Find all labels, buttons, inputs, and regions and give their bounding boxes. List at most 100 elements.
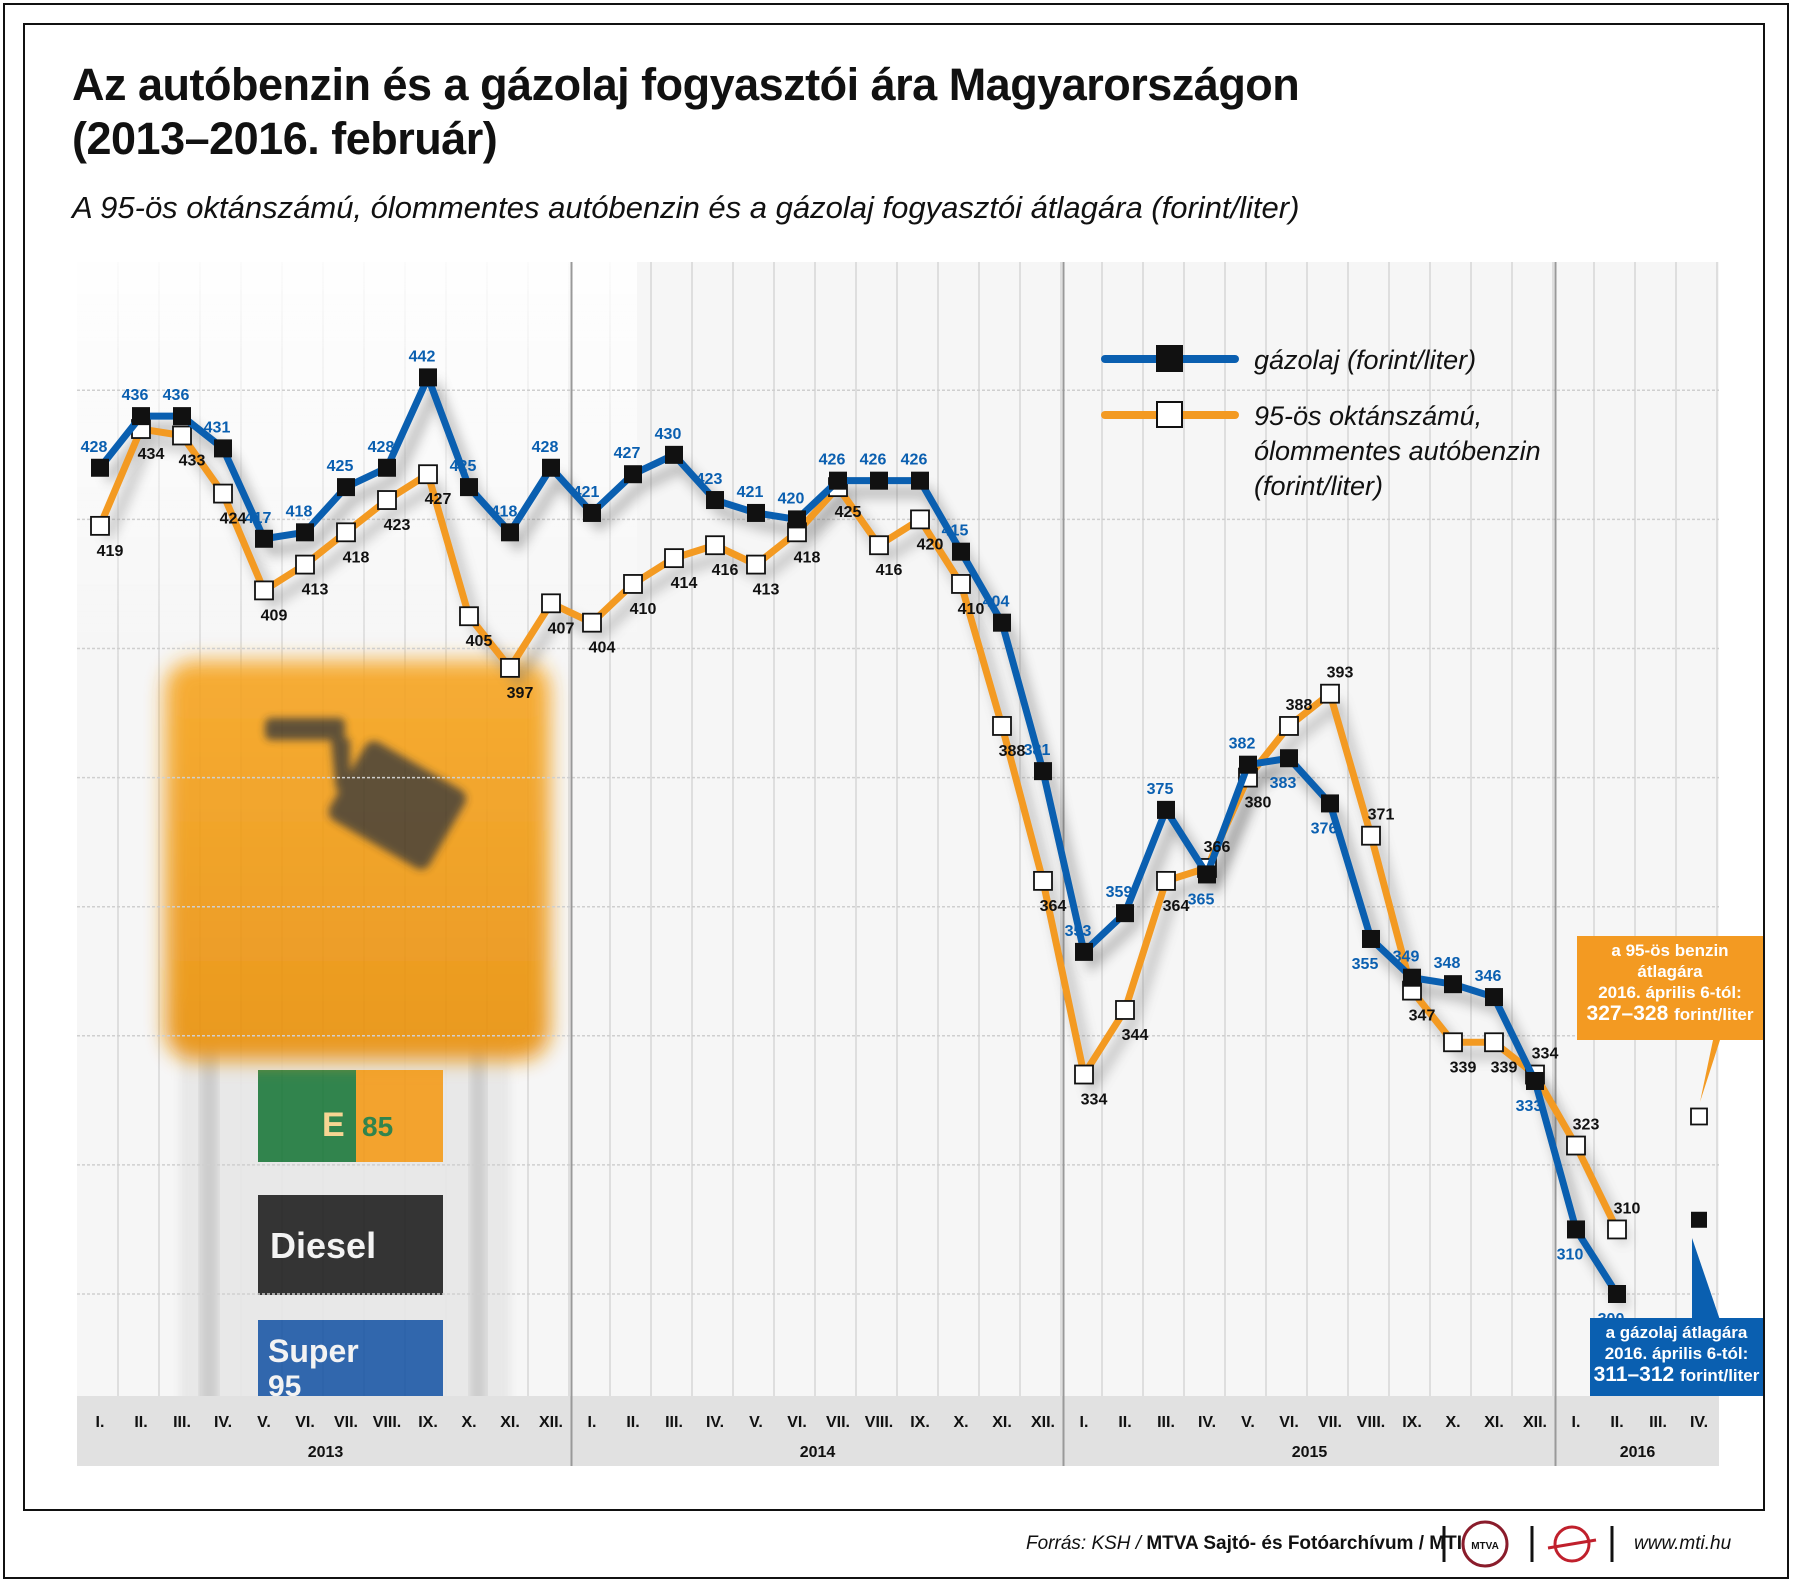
diesel-callout-line-2: 2016. április 6-tól:: [1604, 1344, 1749, 1363]
diesel-data-label: 426: [860, 452, 887, 469]
outer-frame: [3, 3, 1789, 1579]
title-line-1: Az autóbenzin és a gázolaj fogyasztói ár…: [72, 59, 1300, 110]
diesel-data-label: 404: [983, 594, 1010, 611]
petrol-data-label: 414: [671, 575, 698, 592]
petrol-data-label: 393: [1327, 665, 1354, 682]
diesel-point: [214, 439, 232, 458]
month-tick-label: III.: [173, 1414, 191, 1431]
petrol-data-label: 334: [1532, 1046, 1559, 1063]
diesel-data-label: 383: [1270, 775, 1297, 792]
petrol-data-label: 433: [179, 452, 206, 469]
diesel-data-label: 375: [1147, 781, 1174, 798]
petrol-point: [1279, 716, 1299, 736]
year-tick-label: 2015: [1292, 1444, 1328, 1461]
petrol-data-label: 427: [425, 491, 452, 508]
month-tick-label: VII.: [1318, 1414, 1342, 1431]
diesel-point: [1198, 865, 1216, 884]
diesel-data-label: 426: [819, 452, 846, 469]
diesel-point: [1362, 929, 1380, 948]
diesel-data-label: 359: [1106, 884, 1133, 901]
month-tick-label: IX.: [418, 1414, 438, 1431]
month-tick-label: IX.: [1402, 1414, 1422, 1431]
diesel-point: [952, 542, 970, 561]
diesel-data-label: 418: [286, 503, 313, 520]
petrol-callout-value: 327–328: [1586, 1002, 1669, 1025]
diesel-data-label: 436: [122, 387, 149, 404]
year-tick-label: 2013: [308, 1444, 344, 1461]
year-tick-label: 2016: [1620, 1444, 1656, 1461]
petrol-data-label: 424: [220, 511, 247, 528]
month-tick-label: VI.: [295, 1414, 315, 1431]
petrol-data-label: 310: [1614, 1200, 1641, 1217]
month-tick-label: II.: [134, 1414, 147, 1431]
diesel-point: [255, 529, 273, 548]
petrol-data-label: 410: [630, 601, 657, 618]
diesel-data-label: 423: [696, 471, 723, 488]
month-tick-label: V.: [749, 1414, 763, 1431]
legend-petrol-label-3: (forint/liter): [1254, 471, 1383, 501]
petrol-data-label: 388: [999, 743, 1026, 760]
month-tick-label: II.: [1610, 1414, 1623, 1431]
month-tick-label: IX.: [910, 1414, 930, 1431]
diesel-point: [1567, 1220, 1585, 1239]
footer-logos: MTVA: [1442, 1520, 1614, 1568]
petrol-callout-line-1: a 95-ös benzin átlagára: [1611, 941, 1729, 981]
diesel-forecast-callout: a gázolaj átlagára 2016. április 6-tól: …: [1590, 1322, 1763, 1386]
petrol-data-label: 347: [1409, 1008, 1436, 1025]
month-tick-label: VII.: [826, 1414, 850, 1431]
petrol-data-label: 425: [835, 504, 862, 521]
month-tick-label: II.: [1118, 1414, 1131, 1431]
petrol-point: [951, 574, 971, 594]
petrol-data-label: 339: [1450, 1059, 1477, 1076]
petrol-point: [1607, 1219, 1627, 1240]
petrol-point: [1484, 1032, 1504, 1053]
petrol-data-label: 364: [1040, 898, 1067, 915]
x-axis-band: [77, 1396, 1719, 1466]
source-url[interactable]: www.mti.hu: [1634, 1533, 1732, 1554]
diesel-data-label: 417: [245, 510, 272, 527]
diesel-point: [665, 445, 683, 464]
petrol-point: [1566, 1135, 1586, 1156]
diesel-data-label: 348: [1434, 955, 1461, 972]
diesel-point: [501, 523, 519, 542]
diesel-data-label: 425: [327, 458, 354, 475]
diesel-data-label: 381: [1024, 742, 1051, 759]
diesel-data-label: 349: [1393, 949, 1420, 966]
diesel-point: [706, 491, 724, 510]
diesel-point: [1075, 942, 1093, 961]
petrol-data-label: 419: [97, 543, 124, 560]
diesel-callout-box: [1590, 1318, 1763, 1396]
mti-logo: [1553, 1525, 1591, 1563]
month-tick-label: VI.: [787, 1414, 807, 1431]
diesel-data-label: 428: [532, 439, 559, 456]
petrol-data-label: 416: [712, 562, 739, 579]
month-tick-label: X.: [953, 1414, 968, 1431]
mtva-logo: [1461, 1520, 1509, 1568]
petrol-point: [254, 580, 274, 601]
diesel-point: [911, 471, 929, 490]
petrol-data-label: 364: [1163, 898, 1190, 915]
month-tick-label: XII.: [1523, 1414, 1547, 1431]
diesel-callout-pointer: [1692, 1238, 1720, 1320]
petrol-data-label: 366: [1204, 839, 1231, 856]
petrol-series: [90, 419, 1627, 1240]
source-org: MTVA Sajtó- és Fotóarchívum / MTI: [1146, 1533, 1462, 1554]
diesel-point: [829, 471, 847, 490]
month-tick-label: VIII.: [865, 1414, 893, 1431]
diesel-data-label: 442: [409, 348, 436, 365]
diesel-point: [542, 458, 560, 477]
petrol-data-label: 418: [343, 549, 370, 566]
petrol-point: [582, 612, 602, 633]
diesel-data-label: 426: [901, 452, 928, 469]
diesel-data-label: 428: [81, 439, 108, 456]
month-tick-label: III.: [1649, 1414, 1667, 1431]
diesel-point: [583, 503, 601, 522]
petrol-point: [664, 548, 684, 569]
diesel-point: [1157, 800, 1175, 819]
month-tick-label: I.: [1572, 1414, 1581, 1431]
diesel-data-label: 430: [655, 426, 682, 443]
petrol-point: [90, 515, 110, 536]
legend: gázolaj (forint/liter) 95-ös oktánszámú,…: [1101, 345, 1541, 501]
month-tick-label: XII.: [539, 1414, 563, 1431]
